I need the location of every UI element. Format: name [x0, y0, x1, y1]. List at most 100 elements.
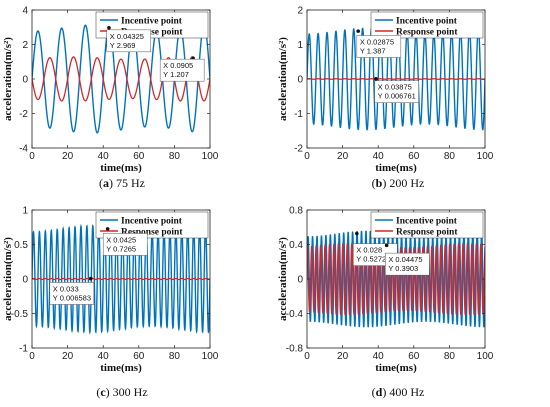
datatip-marker	[88, 276, 93, 281]
datatip-marker	[384, 243, 389, 248]
y-tick-label: -1	[19, 344, 28, 355]
y-tick-label: -4	[19, 144, 28, 155]
y-tick-label: 4	[22, 6, 28, 17]
legend-label: Incentive point	[121, 17, 183, 27]
y-axis-label: acceleration(m/s²)	[2, 37, 14, 121]
legend-label: Response point	[121, 228, 183, 238]
y-tick-label: 0.4	[289, 240, 303, 251]
datatip-x: X 0.03875	[378, 83, 412, 92]
x-tick-label: 40	[373, 351, 385, 362]
datatip-marker	[374, 76, 378, 81]
datatip-y: Y 0.006583	[53, 293, 91, 302]
y-tick-label: -0.8	[286, 344, 304, 355]
datatip-box	[385, 252, 430, 276]
caption-d: (d) 400 Hz	[371, 385, 425, 399]
y-tick-label: 2	[297, 6, 303, 17]
datatip-box	[49, 282, 95, 305]
x-tick-label: 100	[477, 151, 494, 162]
datatip-box	[102, 233, 148, 256]
x-tick-label: 0	[29, 151, 35, 162]
y-tick-label: -1	[294, 109, 303, 120]
series-line-incentive	[307, 230, 485, 328]
y-axis-label: acceleration(m/s²)	[277, 237, 289, 321]
y-tick-label: 2	[22, 40, 28, 51]
datatip-marker	[107, 25, 111, 30]
caption-c: (c) 300 Hz	[96, 385, 148, 399]
chart-panel-b: 0 20 40 60 80 100 -2 -1 0 1 2 time(ms) acceleration(…	[277, 6, 494, 175]
series-group	[307, 27, 485, 131]
x-tick-label: 40	[373, 151, 385, 162]
datatip-x: X 0.0905	[163, 61, 193, 70]
datatip-box	[374, 80, 419, 103]
datatip-marker	[356, 29, 360, 33]
chart-panel-d: 0 20 40 60 80 100 -0.8 -0.4 0 0.4 0.8 time(ms) accel…	[277, 206, 494, 375]
datatip-y: Y 1.207	[163, 70, 189, 79]
caption-text: 300 Hz	[112, 385, 148, 399]
datatip-box	[356, 35, 402, 58]
legend-box	[370, 211, 484, 239]
x-axis-label: time(ms)	[100, 162, 142, 174]
caption-text: 400 Hz	[389, 385, 425, 399]
caption-letter: b	[375, 176, 383, 190]
datatip-box	[106, 29, 152, 53]
caption-letter: c	[100, 385, 106, 399]
x-tick-label: 40	[98, 151, 110, 162]
series-line-response	[307, 78, 485, 80]
y-axis-label: acceleration(m/s²)	[277, 37, 289, 121]
datatip-y: Y 0.5272	[356, 255, 386, 264]
caption-text: 75 Hz	[116, 176, 145, 190]
x-tick-label: 60	[133, 151, 145, 162]
datatip-marker	[105, 227, 110, 231]
x-tick-label: 0	[304, 151, 310, 162]
x-tick-label: 80	[169, 151, 181, 162]
x-tick-label: 100	[202, 351, 219, 362]
y-tick-label: -0.4	[286, 309, 304, 320]
caption-letter: d	[375, 385, 383, 399]
series-line-response	[32, 277, 210, 281]
x-tick-label: 20	[337, 351, 349, 362]
x-tick-label: 80	[169, 351, 181, 362]
legend-label: Incentive point	[121, 217, 183, 227]
x-tick-label: 40	[98, 351, 110, 362]
x-tick-label: 20	[62, 151, 74, 162]
legend-label: Response point	[396, 28, 458, 38]
caption-a: (a) 75 Hz	[99, 176, 145, 190]
caption-b: (b) 200 Hz	[371, 176, 425, 190]
x-tick-label: 60	[133, 351, 145, 362]
caption-letter: a	[103, 176, 109, 190]
chart-panel-a: 0 20 40 60 80 100 -4 -2 0 2 4 time(ms) acceleration(…	[2, 6, 219, 175]
datatip-x: X 0.04325	[110, 32, 144, 41]
y-tick-label: 0	[297, 75, 303, 86]
x-tick-label: 60	[408, 151, 420, 162]
series-line-response	[32, 56, 210, 102]
legend-label: Incentive point	[396, 217, 458, 227]
y-tick-label: -2	[294, 144, 303, 155]
datatip-y: Y 0.006761	[378, 92, 416, 101]
legend-label: Response point	[396, 228, 458, 238]
datatip-x: X 0.0425	[106, 235, 136, 244]
y-tick-label: 0	[22, 275, 28, 286]
datatip-x: X 0.033	[53, 284, 79, 293]
y-tick-label: 0.5	[14, 240, 28, 251]
y-tick-label: 1	[22, 206, 28, 217]
y-tick-label: 0	[297, 275, 303, 286]
y-tick-label: 0	[22, 75, 28, 86]
x-tick-label: 80	[444, 351, 456, 362]
x-tick-label: 100	[202, 151, 219, 162]
x-tick-label: 20	[62, 351, 74, 362]
legend-label: Response point	[121, 28, 183, 38]
datatip-y: Y 0.3903	[388, 264, 418, 273]
datatip-y: Y 1.387	[360, 47, 386, 56]
chart-panel-c: 0 20 40 60 80 100 -1 -0.5 0 0.5 1 time(ms) accelerat…	[2, 206, 219, 375]
datatip-y: Y 0.7265	[106, 244, 136, 253]
x-tick-label: 0	[304, 351, 310, 362]
x-tick-label: 0	[29, 351, 35, 362]
datatip-y: Y 2.969	[110, 41, 136, 50]
caption-text: 200 Hz	[389, 176, 425, 190]
x-axis-label: time(ms)	[375, 362, 417, 374]
datatip-x: X 0.028	[356, 246, 382, 255]
y-tick-label: -0.5	[11, 309, 29, 320]
x-axis-label: time(ms)	[375, 162, 417, 174]
datatip-x: X 0.04475	[388, 255, 422, 264]
